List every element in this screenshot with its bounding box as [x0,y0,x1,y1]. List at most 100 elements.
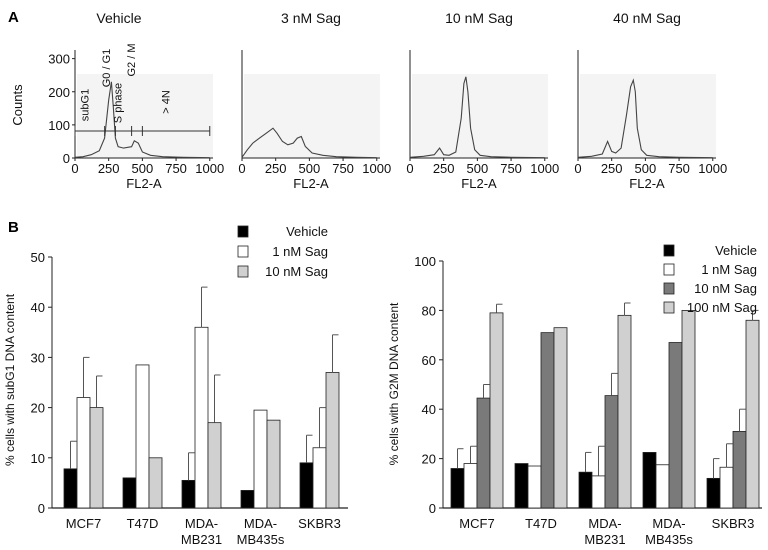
category-label: T47D [525,516,557,531]
bar [706,477,721,509]
panel-label-b: B [8,219,19,236]
histogram-hist-10nm: 0 250 500 750 1000 FL2-A 10 nM Sag [406,10,559,191]
histogram-trace [409,76,545,159]
bar [476,397,491,509]
bar [89,407,104,509]
panel-title: 3 nM Sag [281,10,341,26]
histogram-hist-40nm: 0 250 500 750 1000 FL2-A 40 nM Sag [574,10,727,191]
legend-swatch [237,265,249,278]
bar [642,452,657,509]
y-tick-label: 80 [422,303,436,318]
bar [745,319,760,509]
legend-label: Vehicle [286,224,328,239]
plot-background [412,74,548,158]
bar [325,372,340,509]
legend-swatch [663,282,675,295]
x-tick-label: 500 [132,161,154,176]
bar [299,462,314,509]
bar [604,395,619,509]
bar-chart-g2m: 0 20 40 60 80 100 % cells with G2M DNA content… [387,243,762,547]
x-tick-label: 0 [238,161,245,176]
category-label: MCF7 [459,516,494,531]
y-tick-label: 100 [48,118,70,133]
y-tick-label: 60 [422,353,436,368]
plot-background [580,74,716,158]
legend-label: 10 nM Sag [265,264,328,279]
y-axis-label: % cells with subG1 DNA content [3,293,17,466]
bar [655,464,670,509]
x-tick-label: 1000 [530,161,559,176]
plot-background [244,74,380,158]
bar [253,409,268,509]
plot-background [77,74,213,158]
category-label-line2: MB231 [584,532,625,547]
panel-title: 40 nM Sag [613,10,681,26]
legend-label: 100 nM Sag [687,300,757,315]
y-tick-label: 0 [63,151,70,166]
histogram-hist-vehicle: 0 250 500 750 1000 FL2-A Vehicle 0 100 200 300 Coun… [10,10,224,191]
x-tick-label: 1000 [195,161,224,176]
bar [194,326,209,509]
x-tick-label: 750 [500,161,522,176]
x-axis-label: FL2-A [293,176,329,191]
legend-label: 1 nM Sag [701,262,757,277]
x-tick-label: 750 [668,161,690,176]
histogram-panels: 0 250 500 750 1000 FL2-A Vehicle 0 100 200 300 Coun… [10,10,727,191]
y-tick-label: 0 [429,501,436,516]
x-axis-label: FL2-A [629,176,665,191]
panel-title: Vehicle [96,10,141,26]
category-label: MCF7 [66,516,101,531]
bar-chart-panels: 0 10 20 30 40 50 % cells with subG1 DNA conten… [3,224,762,547]
category-label-line2: MB435s [645,532,693,547]
y-tick-label: 100 [414,254,436,269]
bar [578,471,593,509]
category-label-line1: MDA- [652,516,685,531]
histogram-trace [74,81,210,159]
legend-label: 1 nM Sag [272,244,328,259]
gate-label: G2 / M [126,43,138,76]
y-tick-label: 40 [31,300,45,315]
x-tick-label: 0 [574,161,581,176]
x-axis-label: FL2-A [461,176,497,191]
bar [668,342,683,509]
bar [76,397,91,509]
bar [148,457,163,509]
bar [591,475,606,509]
panel-title: 10 nM Sag [445,10,513,26]
category-label-line1: MDA- [588,516,621,531]
x-tick-label: 500 [635,161,657,176]
category-label-line1: MDA- [185,516,218,531]
legend-swatch [663,301,675,314]
category-label: SKBR3 [712,516,755,531]
bar [489,312,504,509]
gate-label: S phase [112,83,124,123]
gate-label: subG1 [79,89,91,121]
gate-label: > 4N [160,90,172,114]
legend-swatch [663,244,675,257]
bar [527,465,542,509]
bar [732,431,747,509]
x-tick-label: 750 [332,161,354,176]
legend-swatch [237,225,249,238]
x-tick-label: 250 [433,161,455,176]
y-tick-label: 200 [48,85,70,100]
y-tick-label: 10 [31,451,45,466]
y-axis-label: Counts [10,84,25,126]
bar [514,463,529,509]
bar [135,364,150,509]
legend-label: Vehicle [715,243,757,258]
bar [63,468,78,509]
legend-swatch [237,245,249,258]
y-tick-label: 20 [422,452,436,467]
legend-swatch [663,263,675,276]
bar [617,314,632,509]
bar [181,479,196,509]
y-tick-label: 300 [48,52,70,67]
y-tick-label: 0 [38,501,45,516]
x-tick-label: 1000 [698,161,727,176]
bar [207,422,222,509]
x-tick-label: 0 [406,161,413,176]
x-tick-label: 500 [467,161,489,176]
bar [540,332,555,509]
